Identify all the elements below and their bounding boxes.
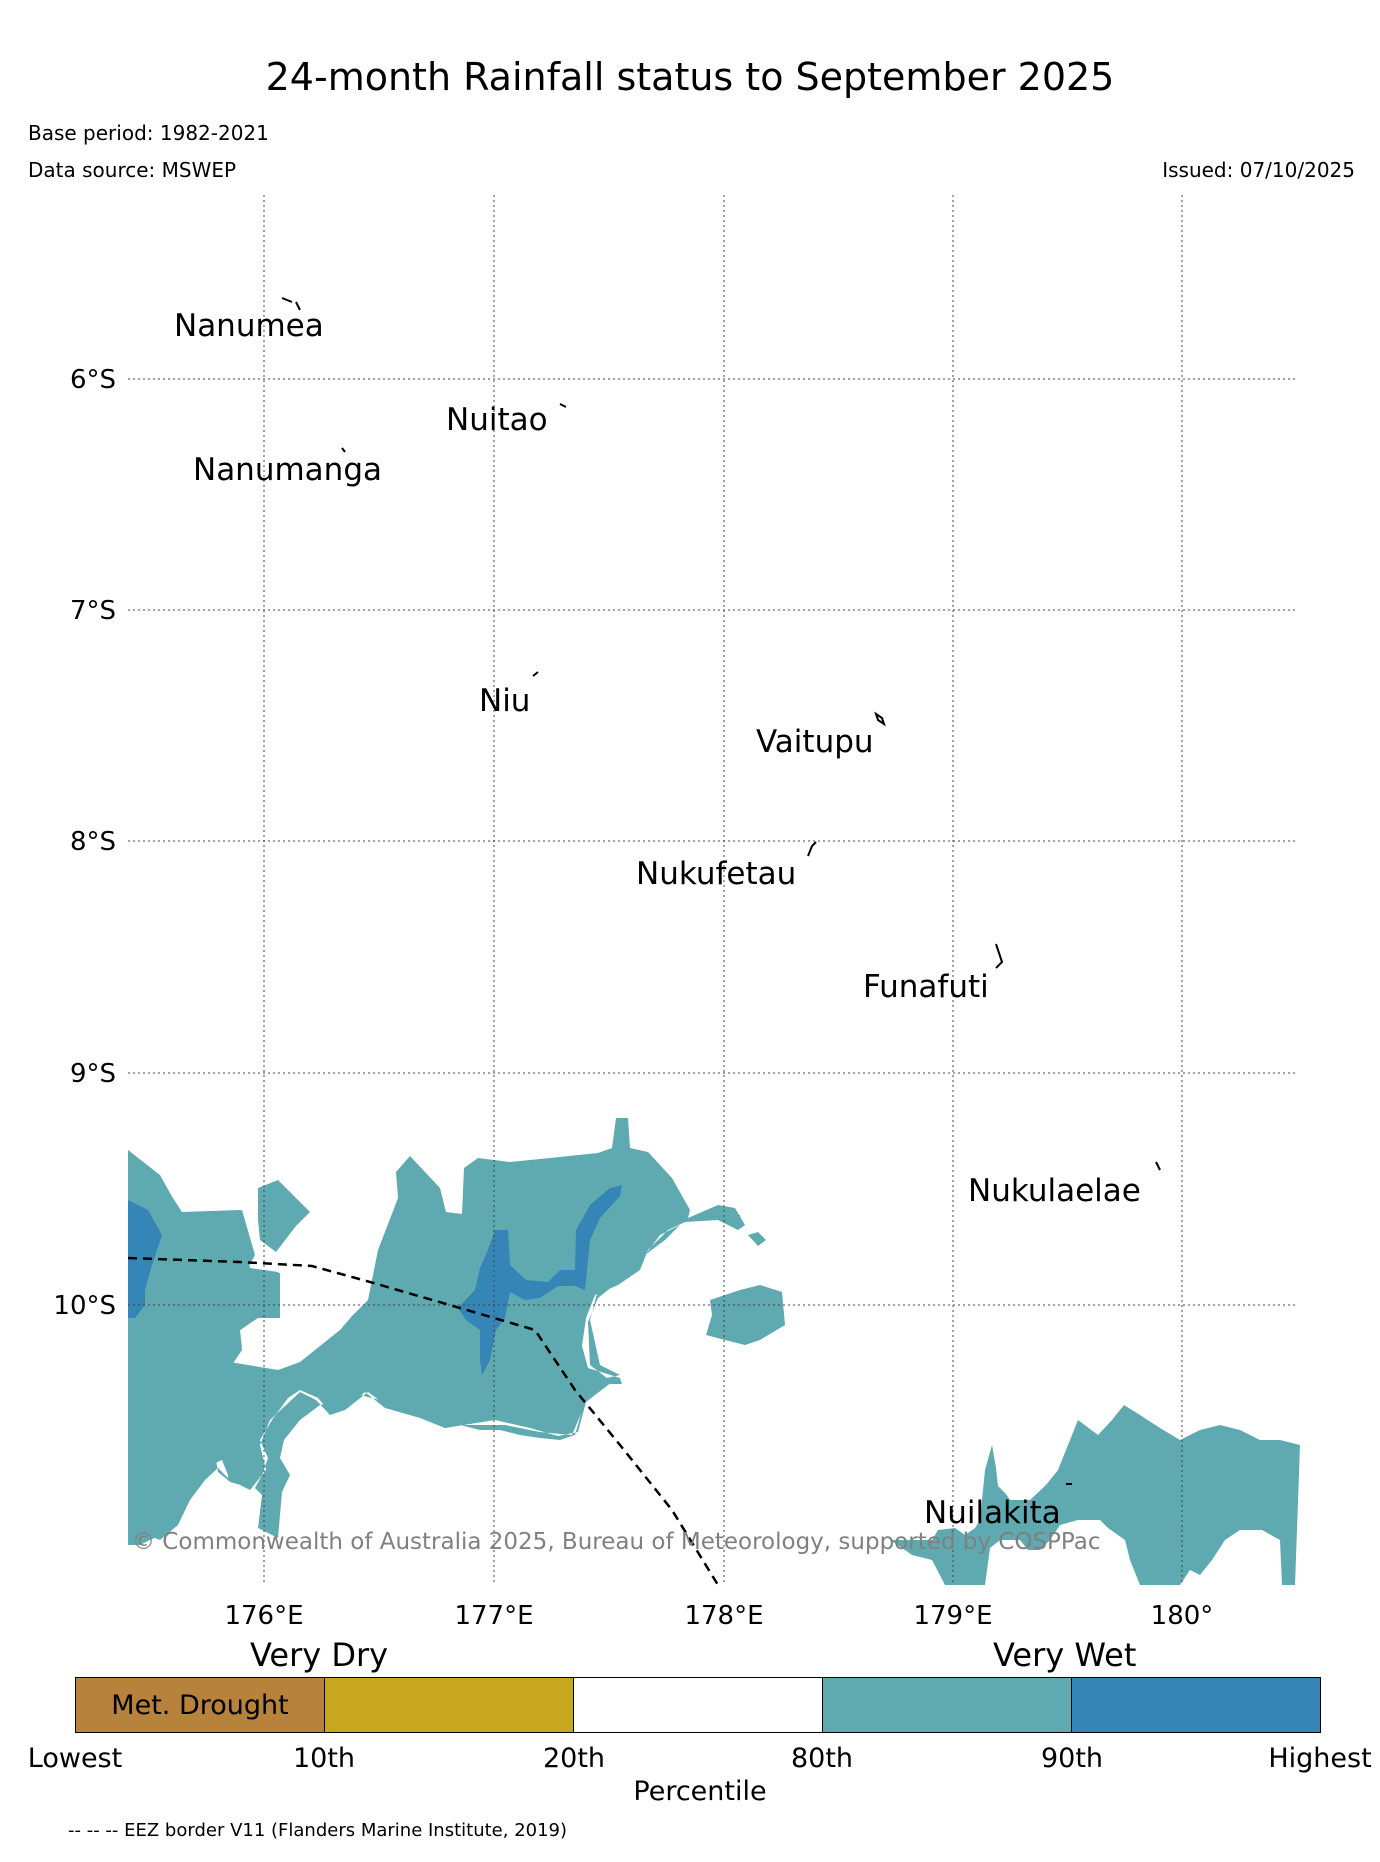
island-label-niu: Niu [479, 683, 530, 719]
island-outlines [281, 297, 1161, 1485]
legend-tick-10th: 10th [292, 1743, 356, 1774]
legend-very-dry: Very Dry [250, 1636, 389, 1674]
gridlines [128, 195, 1295, 1585]
lat-label-7s: 7°S [70, 596, 116, 626]
chart-title: 24-month Rainfall status to September 20… [265, 55, 1115, 99]
island-label-nuitao: Nuitao [446, 402, 548, 438]
lon-label-177e: 177°E [454, 1601, 533, 1631]
lon-label-176e: 176°E [224, 1601, 303, 1631]
legend-tick-highest: Highest [1268, 1743, 1372, 1774]
island-label-nukufetau: Nukufetau [636, 856, 796, 892]
lat-label-8s: 8°S [70, 827, 116, 857]
legend-colorbar: Met. Drought [75, 1677, 1321, 1733]
legend-tick-20th: 20th [542, 1743, 606, 1774]
legend-tick-lowest: Lowest [27, 1743, 123, 1774]
island-label-nukulaelae: Nukulaelae [968, 1173, 1141, 1209]
legend-segment-average [574, 1678, 823, 1732]
legend-very-wet: Very Wet [993, 1636, 1137, 1674]
copyright-notice: © Commonwealth of Australia 2025, Bureau… [132, 1529, 1101, 1555]
legend-tick-90th: 90th [1040, 1743, 1104, 1774]
legend-segment-highest [1072, 1678, 1320, 1732]
data-source: Data source: MSWEP [28, 158, 237, 182]
eez-border [127, 1256, 720, 1586]
rainfall-map: 6°S 7°S 8°S 9°S 10°S 176°E 177°E 178°E 1… [53, 195, 1300, 1631]
legend-tick-80th: 80th [790, 1743, 854, 1774]
legend-axis-label: Percentile [633, 1776, 767, 1807]
lat-label-9s: 9°S [70, 1059, 116, 1089]
base-period: Base period: 1982-2021 [28, 121, 269, 145]
legend-segment-very-dry [325, 1678, 574, 1732]
issued-date: Issued: 07/10/2025 [1162, 158, 1355, 182]
lon-label-180: 180° [1151, 1601, 1214, 1631]
island-label-vaitupu: Vaitupu [756, 724, 874, 760]
island-label-nanumanga: Nanumanga [193, 452, 382, 488]
legend-segment-met-drought: Met. Drought [76, 1678, 325, 1732]
eez-footnote: -- -- -- EEZ border V11 (Flanders Marine… [68, 1820, 568, 1841]
island-label-nuilakita: Nuilakita [924, 1495, 1061, 1531]
legend-segment-very-wet [823, 1678, 1072, 1732]
lat-label-6s: 6°S [70, 365, 116, 395]
island-label-nanumea: Nanumea [174, 308, 324, 344]
lon-label-178e: 178°E [684, 1601, 763, 1631]
island-label-funafuti: Funafuti [863, 969, 989, 1005]
lon-label-179e: 179°E [913, 1601, 992, 1631]
lat-label-10s: 10°S [53, 1291, 116, 1321]
